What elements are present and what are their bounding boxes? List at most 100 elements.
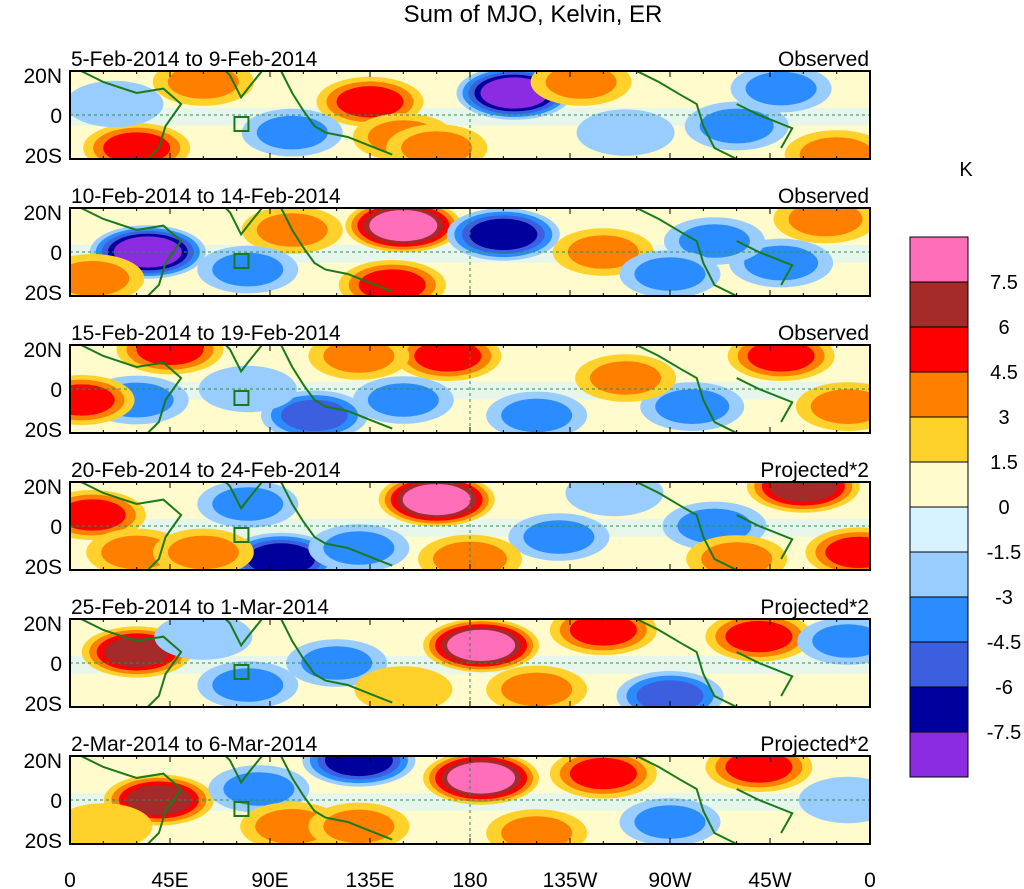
contour-level (256, 115, 328, 150)
contour-level (725, 756, 793, 783)
colorbar-swatch (909, 596, 969, 643)
coastline (736, 377, 794, 423)
coastline (636, 756, 738, 844)
contour-level (324, 756, 393, 777)
lat-label: 20S (25, 830, 62, 853)
contour-level (212, 487, 284, 521)
contour-level (323, 345, 395, 373)
contour-level (810, 389, 870, 424)
field (70, 208, 870, 296)
coastlines (80, 482, 794, 570)
lat-label: 20N (23, 202, 62, 225)
coastline (224, 619, 264, 648)
contour-level (634, 257, 706, 291)
lat-label: 20S (25, 693, 62, 716)
lat-label: 0 (50, 242, 62, 265)
coastline (636, 345, 738, 433)
contour-level (401, 131, 473, 159)
lat-label: 0 (50, 105, 62, 128)
contour-level (212, 252, 284, 287)
contour-level (523, 520, 595, 554)
contour-core (385, 217, 422, 234)
lat-label: 0 (50, 653, 62, 676)
contour-core (496, 85, 533, 101)
panel-status: Projected*2 (760, 459, 869, 482)
coastline (636, 71, 738, 159)
coastline (80, 482, 183, 570)
contour-level (747, 345, 815, 372)
contour-level (569, 757, 637, 790)
colorbar: K 7.5 6 4.5 3 1.5 0 -1.5 -3 -4.5 -6 -7.5 (909, 159, 1021, 778)
coastline (80, 208, 183, 296)
coastline (224, 345, 264, 374)
contour-level (798, 776, 870, 824)
lon-label: 180 (452, 869, 487, 889)
lon-label: 45W (748, 869, 791, 889)
panel-status: Observed (778, 322, 869, 345)
panel-date-range: 5-Feb-2014 to 9-Feb-2014 (71, 48, 318, 71)
coastline (736, 514, 794, 560)
coastlines (80, 619, 794, 707)
coastline (80, 71, 183, 159)
contour-level (367, 383, 439, 417)
contour-level (223, 772, 295, 806)
contour-level (358, 269, 426, 296)
contour-level (567, 235, 639, 269)
lon-label: 135W (543, 869, 598, 889)
contour-level (126, 784, 192, 816)
contour-level (699, 108, 774, 144)
contour-core (463, 637, 500, 654)
colorbar-label: -4.5 (987, 632, 1021, 654)
coastline (736, 651, 794, 697)
contour-core (129, 244, 166, 260)
lat-label: 0 (50, 790, 62, 813)
colorbar-label: 7.5 (990, 272, 1018, 294)
colorbar-swatch (909, 686, 969, 733)
coastline (224, 208, 264, 237)
contour-level (167, 71, 239, 99)
contour-level (725, 620, 793, 653)
contour-level (501, 672, 573, 707)
colorbar-label: 3 (998, 407, 1009, 429)
coastline (224, 756, 264, 785)
contour-level (323, 531, 395, 565)
panel-date-range: 15-Feb-2014 to 19-Feb-2014 (71, 322, 341, 345)
coastline (280, 619, 393, 704)
lon-label: 45E (151, 869, 188, 889)
colorbar-label: -3 (995, 587, 1013, 609)
contour-level (788, 208, 863, 237)
colorbar-label: 4.5 (990, 362, 1018, 384)
coastline (736, 788, 794, 834)
x-axis: 0 45E 90E 135E 180 135W 90W 45W 0 (64, 869, 876, 889)
contour-level (678, 224, 750, 258)
panel-status: Projected*2 (760, 596, 869, 619)
colorbar-swatch (909, 326, 969, 373)
contour-level (769, 482, 838, 503)
panel-date-range: 10-Feb-2014 to 14-Feb-2014 (71, 185, 341, 208)
contour-level (799, 137, 870, 159)
contour-level (212, 668, 284, 702)
lat-label: 20N (23, 65, 62, 88)
coastline (80, 345, 183, 433)
coastline (636, 208, 738, 296)
coastline (736, 103, 794, 149)
colorbar-swatch (909, 731, 969, 778)
contour-level (501, 398, 573, 433)
contour-level (70, 499, 126, 531)
contour-level (469, 218, 538, 251)
lat-label: 0 (50, 379, 62, 402)
lon-label: 0 (864, 869, 876, 889)
contour-level (198, 365, 297, 413)
contour-level (576, 109, 675, 156)
panel-status: Observed (778, 48, 869, 71)
coastline (280, 756, 393, 841)
coastline (280, 71, 393, 156)
contour-level (70, 80, 164, 128)
region-box (233, 527, 250, 543)
lon-label: 0 (64, 869, 76, 889)
colorbar-swatch (909, 641, 969, 688)
contour-level (590, 361, 662, 395)
contour-level (812, 624, 870, 658)
contour-level (501, 816, 573, 844)
panel-1: 20N 0 20S 5-Feb-2014 to 9-Feb-2014 Observed (23, 48, 871, 168)
